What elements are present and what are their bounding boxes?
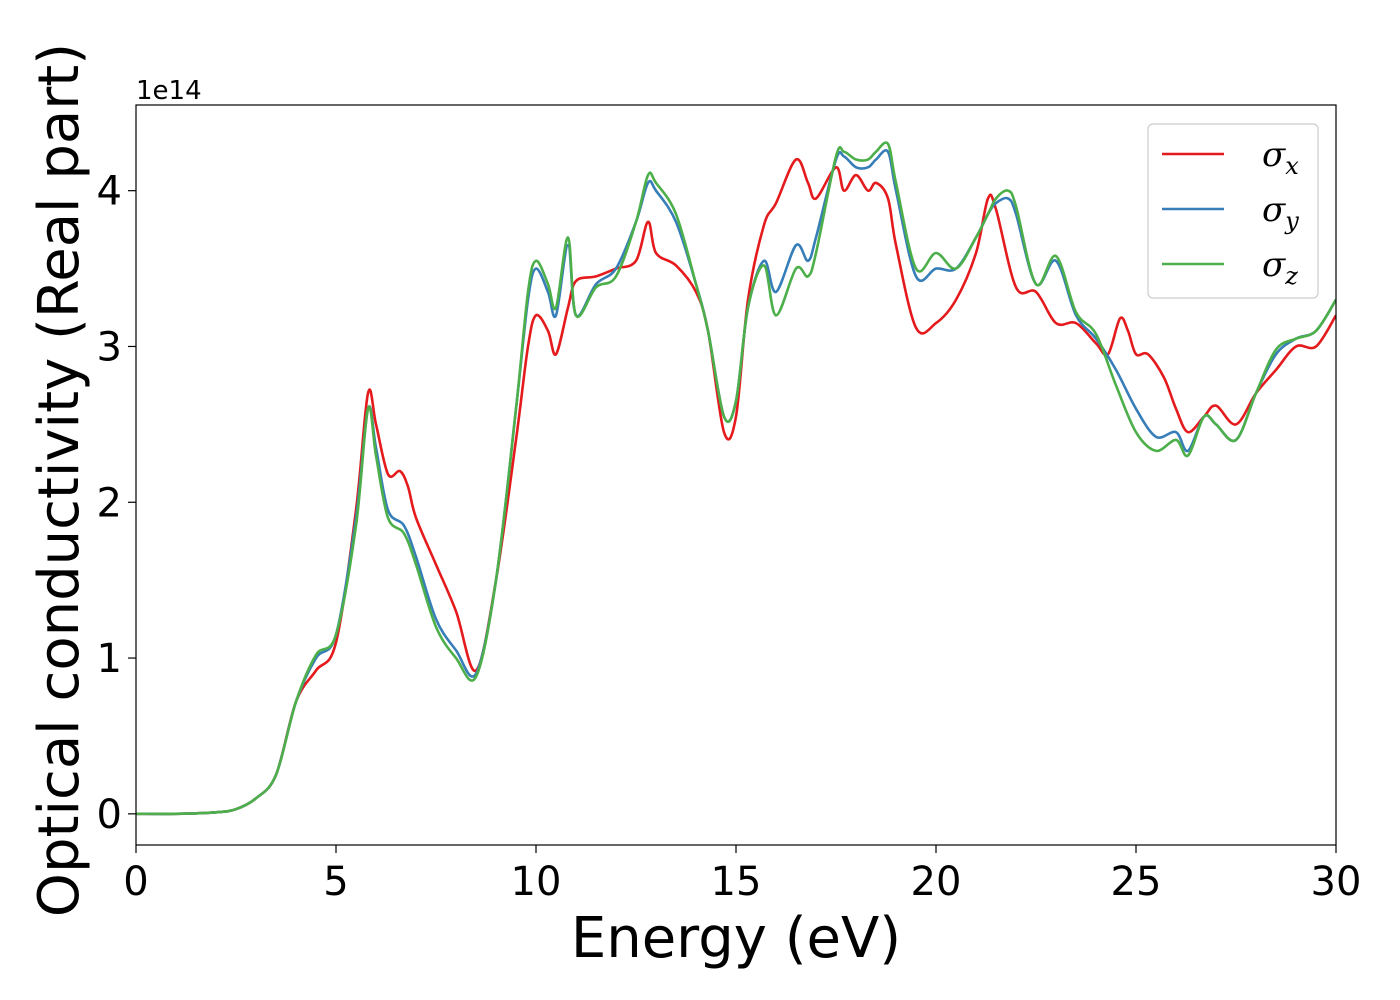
x-tick-label: 25 (1111, 859, 1162, 905)
x-tick-label: 0 (123, 859, 148, 905)
y-tick-label: 1 (97, 636, 122, 682)
series-line-sigma-z (136, 141, 1336, 816)
y-axis-label: Optical conductivity (Real part) (27, 43, 92, 917)
legend-label-sigma-x: σx (1262, 135, 1299, 180)
x-tick-label: 20 (911, 859, 962, 905)
y-offset-label: 1e14 (136, 76, 202, 106)
y-tick-label: 0 (97, 792, 122, 838)
x-tick-label: 5 (323, 859, 348, 905)
x-tick-label: 10 (511, 859, 562, 905)
y-tick-label: 3 (97, 324, 122, 370)
legend-frame (1147, 123, 1319, 299)
x-axis-label: Energy (eV) (571, 906, 901, 971)
y-tick-label: 4 (97, 169, 122, 215)
y-axis: 0 1 2 3 4 (97, 169, 136, 838)
series-line-sigma-x (136, 157, 1336, 816)
x-tick-label: 15 (711, 859, 762, 905)
y-tick-label: 2 (97, 480, 122, 526)
series-layer (136, 141, 1336, 816)
x-tick-label: 30 (1311, 859, 1362, 905)
x-axis: 0 5 10 15 20 25 30 (123, 845, 1361, 905)
